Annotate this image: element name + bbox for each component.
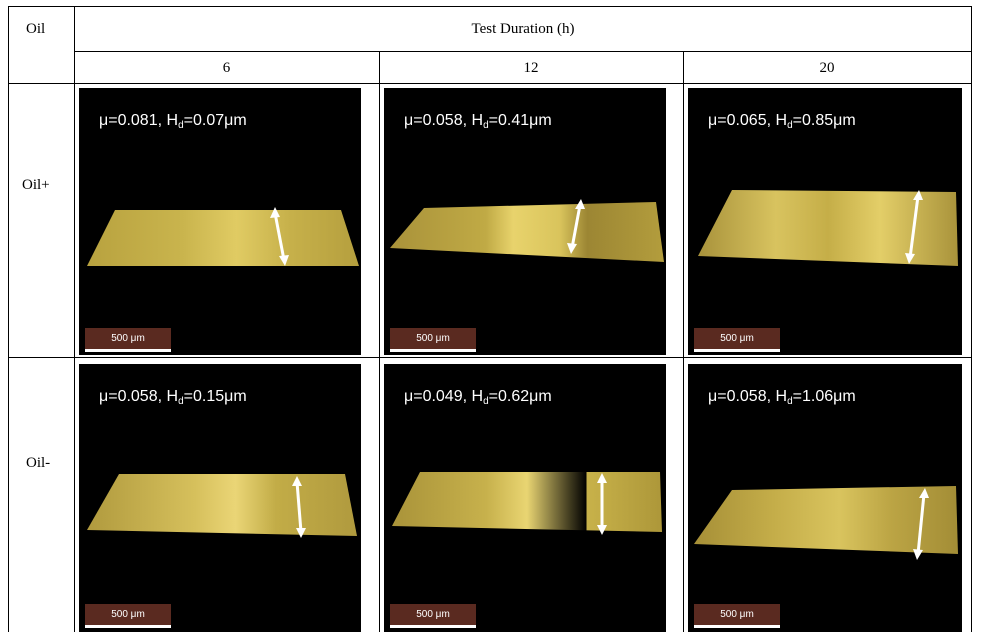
row-label-oil-minus: Oil-: [26, 455, 51, 471]
table-border-right: [971, 6, 972, 632]
wear-track-surface: [698, 190, 958, 266]
measurement-label: μ=0.058, Hd=0.15μm: [99, 388, 247, 407]
measurement-label: μ=0.049, Hd=0.62μm: [404, 388, 552, 407]
scale-bar: 500 μm: [85, 604, 171, 628]
measurement-label: μ=0.065, Hd=0.85μm: [708, 112, 856, 131]
surface-profile-image: μ=0.058, Hd=0.41μm 500 μm: [384, 88, 666, 355]
wear-track-surface: [694, 486, 958, 560]
surface-profile-image: μ=0.058, Hd=0.15μm 500 μm: [79, 364, 361, 632]
scale-bar: 500 μm: [85, 328, 171, 352]
scale-bar: 500 μm: [390, 328, 476, 352]
col-divider-2: [683, 51, 684, 632]
scale-bar: 500 μm: [694, 604, 780, 628]
duration-header: Test Duration (h): [471, 21, 575, 37]
duration-20: 20: [819, 60, 835, 76]
header-divider: [8, 83, 972, 84]
wear-track-surface: [390, 199, 664, 262]
oil-header: Oil: [26, 21, 46, 37]
subheader-divider: [74, 51, 972, 52]
measurement-label: μ=0.081, Hd=0.07μm: [99, 112, 247, 131]
results-table: Oil Test Duration (h) 6 12 20 Oil+ Oil-: [8, 6, 972, 632]
col-divider-1: [379, 51, 380, 632]
table-border-left: [8, 6, 9, 632]
wear-track-surface: [87, 207, 359, 266]
duration-6: 6: [222, 60, 231, 76]
wear-track-surface: [87, 474, 357, 538]
table-border-top: [8, 6, 972, 7]
wear-track-surface: [392, 472, 662, 535]
scale-bar: 500 μm: [694, 328, 780, 352]
duration-12: 12: [523, 60, 539, 76]
row-divider: [8, 357, 972, 358]
surface-profile-image: μ=0.058, Hd=1.06μm 500 μm: [688, 364, 962, 632]
col-divider-label: [74, 6, 75, 632]
surface-profile-image: μ=0.049, Hd=0.62μm 500 μm: [384, 364, 666, 632]
measurement-label: μ=0.058, Hd=0.41μm: [404, 112, 552, 131]
measurement-label: μ=0.058, Hd=1.06μm: [708, 388, 856, 407]
surface-profile-image: μ=0.081, Hd=0.07μm 500 μm: [79, 88, 361, 355]
row-label-oil-plus: Oil+: [22, 177, 50, 193]
surface-profile-image: μ=0.065, Hd=0.85μm 500 μm: [688, 88, 962, 355]
scale-bar: 500 μm: [390, 604, 476, 628]
